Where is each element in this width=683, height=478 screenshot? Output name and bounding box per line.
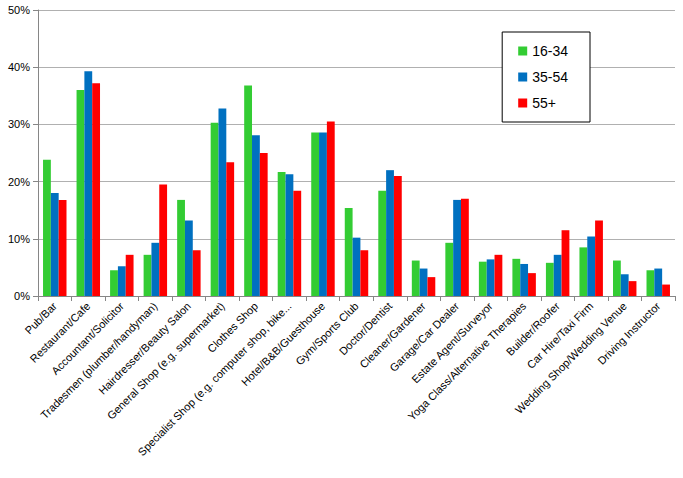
- svg-text:Pub/Bar: Pub/Bar: [22, 299, 59, 337]
- svg-text:Cleaner/Gardener: Cleaner/Gardener: [357, 299, 428, 371]
- svg-text:20%: 20%: [8, 176, 30, 188]
- svg-text:10%: 10%: [8, 233, 30, 245]
- svg-text:40%: 40%: [8, 61, 30, 73]
- svg-text:Restaurant/Cafe: Restaurant/Cafe: [27, 300, 92, 365]
- svg-text:Estate Agent/Surveyor: Estate Agent/Surveyor: [409, 299, 495, 386]
- svg-text:Hotel/B&B/Guesthouse: Hotel/B&B/Guesthouse: [238, 299, 328, 389]
- svg-text:Car Hire/Taxi Firm: Car Hire/Taxi Firm: [524, 299, 596, 371]
- svg-text:Gym/Sports Club: Gym/Sports Club: [293, 299, 361, 368]
- svg-text:Tradesmen (plumber/handyman): Tradesmen (plumber/handyman): [38, 300, 159, 421]
- svg-text:16-34: 16-34: [532, 43, 568, 59]
- svg-text:Doctor/Dentist: Doctor/Dentist: [336, 299, 395, 358]
- svg-text:Driving Instructor: Driving Instructor: [595, 300, 662, 367]
- svg-text:55+: 55+: [532, 95, 556, 111]
- svg-text:General Shop (e.g. supermarket: General Shop (e.g. supermarket): [105, 300, 227, 422]
- svg-text:Accountant/Solicitor: Accountant/Solicitor: [48, 299, 127, 377]
- svg-text:Specialist Shop (e.g. computer: Specialist Shop (e.g. computer shop, bik…: [135, 300, 293, 458]
- svg-text:Yoga Class/Alternative Therapi: Yoga Class/Alternative Therapies: [405, 299, 528, 422]
- svg-text:Wedding Shop/Wedding Venue: Wedding Shop/Wedding Venue: [512, 299, 629, 416]
- svg-text:Hairdresser/Beauty Salon: Hairdresser/Beauty Salon: [96, 299, 194, 397]
- svg-text:Builder/Roofer: Builder/Roofer: [503, 299, 562, 358]
- svg-text:Garage/Car Dealer: Garage/Car Dealer: [387, 299, 462, 374]
- svg-text:35-54: 35-54: [532, 69, 568, 85]
- svg-text:Clothes Shop: Clothes Shop: [205, 299, 261, 355]
- svg-text:0%: 0%: [14, 290, 30, 302]
- svg-text:50%: 50%: [8, 4, 30, 16]
- svg-text:30%: 30%: [8, 118, 30, 130]
